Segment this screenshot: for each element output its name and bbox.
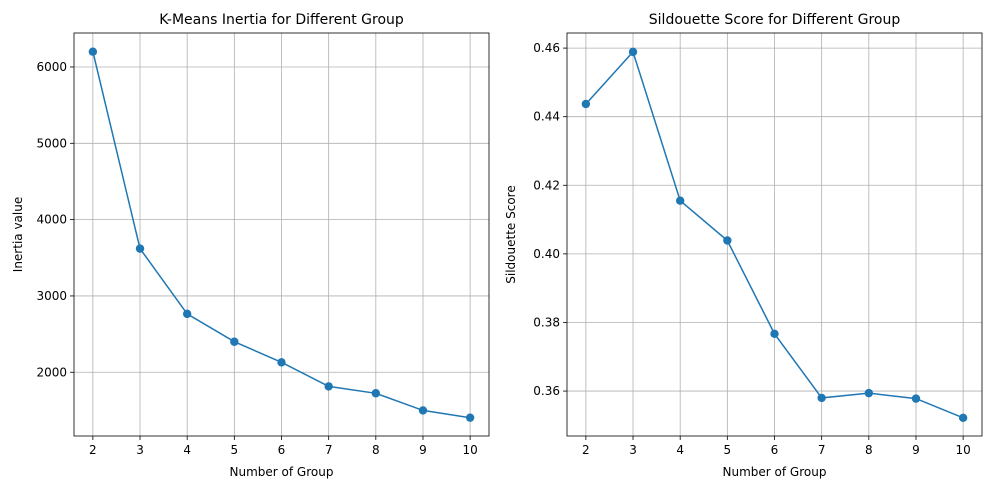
inertia-data-point bbox=[371, 389, 381, 398]
silhouette-x-tick-label: 8 bbox=[865, 443, 873, 457]
silhouette-x-tick-label: 5 bbox=[724, 443, 732, 457]
inertia-x-tick-label: 3 bbox=[136, 443, 144, 457]
silhouette-x-tick-label: 6 bbox=[771, 443, 779, 457]
inertia-grid bbox=[74, 33, 489, 436]
inertia-x-tick-label: 6 bbox=[278, 443, 286, 457]
silhouette-x-tick-label: 10 bbox=[955, 443, 970, 457]
inertia-data-point bbox=[465, 413, 475, 422]
inertia-chart-panel: 2 3 4 5 6 7 8 9 10 2000 3000 4000 5000 6000 K-Means … bbox=[11, 12, 490, 479]
inertia-data-point bbox=[324, 382, 333, 391]
silhouette-y-tick-label: 0.44 bbox=[533, 110, 560, 124]
inertia-y-tick-label: 5000 bbox=[36, 136, 67, 150]
silhouette-x-axis-label: Number of Group bbox=[723, 465, 827, 479]
silhouette-data-point bbox=[770, 329, 779, 338]
inertia-x-tick-label: 9 bbox=[419, 443, 427, 457]
inertia-x-ticks: 2 3 4 5 6 7 8 9 10 bbox=[89, 436, 478, 457]
inertia-chart-title: K-Means Inertia for Different Group bbox=[159, 12, 404, 28]
silhouette-y-tick-label: 0.36 bbox=[533, 384, 560, 398]
inertia-data-point bbox=[182, 309, 192, 319]
inertia-data-point bbox=[230, 337, 239, 346]
inertia-data-point bbox=[135, 244, 145, 253]
inertia-y-ticks: 2000 3000 4000 5000 6000 bbox=[36, 60, 74, 379]
silhouette-x-tick-label: 3 bbox=[629, 443, 637, 457]
silhouette-x-tick-label: 9 bbox=[912, 443, 920, 457]
silhouette-y-tick-label: 0.46 bbox=[533, 41, 560, 55]
inertia-x-tick-label: 8 bbox=[372, 443, 380, 457]
silhouette-data-point bbox=[675, 196, 685, 205]
inertia-x-tick-label: 5 bbox=[231, 443, 239, 457]
inertia-series-layer bbox=[88, 47, 475, 422]
inertia-y-tick-label: 6000 bbox=[36, 60, 67, 74]
inertia-y-tick-label: 3000 bbox=[36, 289, 67, 303]
silhouette-data-point bbox=[911, 394, 921, 403]
inertia-x-tick-label: 2 bbox=[89, 443, 97, 457]
silhouette-x-tick-label: 7 bbox=[818, 443, 826, 457]
silhouette-data-point bbox=[817, 393, 826, 403]
silhouette-data-point bbox=[723, 236, 732, 245]
silhouette-x-ticks: 2 3 4 5 6 7 8 9 10 bbox=[582, 436, 971, 457]
inertia-x-axis-label: Number of Group bbox=[230, 465, 334, 479]
inertia-x-tick-label: 7 bbox=[325, 443, 333, 457]
inertia-y-axis-label: Inertia value bbox=[11, 197, 25, 272]
inertia-y-tick-label: 2000 bbox=[36, 365, 67, 379]
silhouette-x-tick-label: 4 bbox=[676, 443, 684, 457]
silhouette-data-point bbox=[581, 99, 591, 109]
inertia-data-point bbox=[418, 406, 428, 415]
silhouette-x-tick-label: 2 bbox=[582, 443, 590, 457]
silhouette-data-point bbox=[864, 388, 874, 398]
silhouette-data-point bbox=[628, 47, 638, 57]
inertia-data-point bbox=[88, 47, 98, 56]
inertia-y-tick-label: 4000 bbox=[36, 213, 67, 227]
inertia-x-tick-label: 10 bbox=[462, 443, 477, 457]
silhouette-chart-panel: 2 3 4 5 6 7 8 9 10 0.36 0.38 0.40 0.42 0.44 0.46 Sild… bbox=[504, 12, 983, 479]
inertia-data-point bbox=[277, 358, 286, 367]
silhouette-y-ticks: 0.36 0.38 0.40 0.42 0.44 0.46 bbox=[533, 41, 567, 398]
silhouette-series-layer bbox=[581, 47, 968, 423]
inertia-x-tick-label: 4 bbox=[183, 443, 191, 457]
silhouette-y-tick-label: 0.40 bbox=[533, 247, 560, 261]
silhouette-chart-title: Sildouette Score for Different Group bbox=[649, 12, 901, 28]
silhouette-y-tick-label: 0.38 bbox=[533, 315, 560, 329]
silhouette-y-axis-label: Sildouette Score bbox=[504, 185, 518, 283]
silhouette-data-point bbox=[958, 413, 968, 423]
silhouette-y-tick-label: 0.42 bbox=[533, 178, 560, 192]
silhouette-grid bbox=[567, 33, 982, 436]
